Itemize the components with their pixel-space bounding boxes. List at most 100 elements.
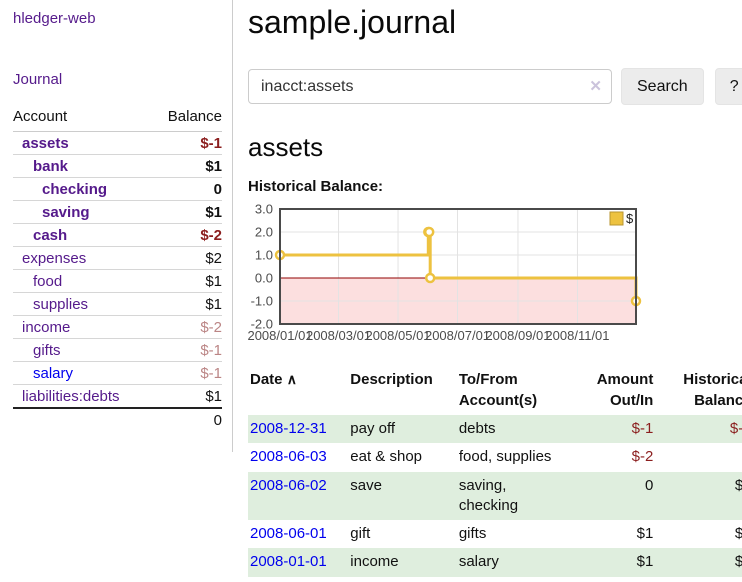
account-link-cash[interactable]: cash xyxy=(33,227,68,244)
account-balance: $-1 xyxy=(200,135,222,152)
transaction-date-link[interactable]: 2008-12-31 xyxy=(250,420,327,437)
search-bar: ✕ Search ? xyxy=(248,68,742,105)
account-row: income $-2 xyxy=(13,315,222,339)
transaction-description: income xyxy=(350,553,399,571)
account-row: expenses $2 xyxy=(13,246,222,270)
x-tick-label: 2008/07/01 xyxy=(425,328,490,343)
register-table: Date ∧ Description To/From Account(s) Am… xyxy=(248,366,742,577)
register-col-description: Description xyxy=(350,371,433,388)
account-row: gifts $-1 xyxy=(13,338,222,362)
account-link-assets[interactable]: assets xyxy=(22,135,69,152)
data-point-marker xyxy=(423,226,435,238)
account-balance: $1 xyxy=(151,384,222,408)
historical-balance-chart[interactable]: $3.0 2.0 1.0 0.0 -1.0 -2.0 2008/01/01 2008/03/0… xyxy=(247,201,648,349)
transaction-balance: $-1 xyxy=(729,420,742,437)
account-row: supplies $1 xyxy=(13,292,222,316)
account-row: assets $-1 xyxy=(13,132,222,155)
register-row: 2008-06-01 gift gifts $1 $2 xyxy=(248,520,742,548)
register-row: 2008-06-03 eat & shop food, supplies $-20 xyxy=(248,443,742,471)
account-balance: $2 xyxy=(151,246,222,270)
transaction-description: eat & shop xyxy=(350,448,422,466)
account-balance: 0 xyxy=(151,177,222,201)
account-link-expenses[interactable]: expenses xyxy=(22,250,87,267)
register-col-balance: Historical Balance xyxy=(683,371,742,409)
account-link-gifts[interactable]: gifts xyxy=(33,342,61,359)
account-row: liabilities:debts $1 xyxy=(13,384,222,408)
account-link-income[interactable]: income xyxy=(22,319,71,336)
transaction-accounts: saving, checking xyxy=(458,476,519,514)
transaction-description: save xyxy=(350,476,382,494)
account-balance: $1 xyxy=(151,200,222,224)
brand-link[interactable]: hledger-web xyxy=(13,10,96,27)
transaction-accounts: food, supplies xyxy=(458,448,552,466)
account-tree-header-row: Account Balance xyxy=(13,105,222,132)
register-col-amount: Amount Out/In xyxy=(596,371,654,409)
balance-column-header: Balance xyxy=(151,105,222,132)
account-row: cash $-2 xyxy=(13,223,222,247)
account-link-liabilities-debts[interactable]: liabilities:debts xyxy=(22,388,120,405)
data-point-marker xyxy=(424,272,436,284)
transaction-date-link[interactable]: 2008-06-02 xyxy=(250,476,327,494)
y-tick-label: -2.0 xyxy=(251,317,273,332)
register-body: 2008-12-31 pay off debts $-1 $-1 2008-06-03 ea… xyxy=(248,415,742,577)
transaction-accounts: gifts xyxy=(458,525,487,542)
transaction-accounts: debts xyxy=(458,420,496,437)
transaction-description: pay off xyxy=(350,420,396,437)
y-tick-label: 2.0 xyxy=(255,225,273,240)
account-link-checking[interactable]: checking xyxy=(42,181,108,198)
transaction-amount: $1 xyxy=(636,553,654,571)
transaction-description: gift xyxy=(350,525,371,542)
transaction-amount: $1 xyxy=(636,525,654,542)
account-link-bank[interactable]: bank xyxy=(33,158,69,175)
register-header-row: Date ∧ Description To/From Account(s) Am… xyxy=(248,366,742,415)
account-link-saving[interactable]: saving xyxy=(42,204,90,221)
account-row: checking 0 xyxy=(13,177,222,201)
transaction-balance: 0 xyxy=(655,443,742,471)
date-header-label: Date xyxy=(250,371,283,388)
account-row: food $1 xyxy=(13,269,222,293)
register-row: 2008-01-01 income salary $1 $1 xyxy=(248,548,742,577)
main-content: sample.journal ✕ Search ? assets Histori… xyxy=(233,0,742,577)
transaction-date-link[interactable]: 2008-06-01 xyxy=(250,525,327,542)
account-tree-body: assets $-1 bank $1 checking 0 saving $1 cash $-2 e… xyxy=(13,132,222,408)
help-button[interactable]: ? xyxy=(714,68,742,105)
y-tick-label: 0.0 xyxy=(255,271,273,286)
plot-border xyxy=(279,208,637,325)
account-balance: $-1 xyxy=(151,338,222,362)
transaction-balance: $2 xyxy=(734,476,742,494)
account-tree: Account Balance assets $-1 bank $1 checking 0… xyxy=(13,105,222,431)
transaction-amount: $-2 xyxy=(631,448,654,466)
search-button[interactable]: Search xyxy=(621,68,704,105)
account-link-salary[interactable]: salary xyxy=(33,365,74,382)
transaction-amount: $-1 xyxy=(631,420,654,437)
account-balance: $-2 xyxy=(151,223,222,247)
register-col-accounts: To/From Account(s) xyxy=(458,371,538,409)
legend-label: $ xyxy=(626,211,634,226)
account-link-food[interactable]: food xyxy=(33,273,63,290)
account-row: bank $1 xyxy=(13,154,222,178)
y-tick-label: 1.0 xyxy=(255,248,273,263)
register-col-date[interactable]: Date ∧ xyxy=(248,366,348,415)
sort-ascending-icon: ∧ xyxy=(286,371,297,387)
transaction-amount: 0 xyxy=(645,476,654,494)
sidebar-item-journal[interactable]: Journal xyxy=(13,71,63,88)
account-balance: $1 xyxy=(151,154,222,178)
clear-search-icon[interactable]: ✕ xyxy=(589,78,602,95)
total-balance: 0 xyxy=(151,407,222,431)
account-balance: $-1 xyxy=(151,361,222,385)
chart-title: Historical Balance: xyxy=(248,178,384,195)
x-tick-label: 2008/05/01 xyxy=(365,328,430,343)
transaction-date-link[interactable]: 2008-01-01 xyxy=(250,553,327,571)
legend-swatch xyxy=(609,211,624,226)
y-tick-label: 3.0 xyxy=(255,202,273,217)
account-link-supplies[interactable]: supplies xyxy=(33,296,89,313)
sidebar: hledger-web Journal Account Balance asse… xyxy=(0,0,233,452)
search-input[interactable] xyxy=(248,69,612,104)
y-tick-label: -1.0 xyxy=(251,294,273,309)
total-row: 0 xyxy=(13,407,222,431)
register-row: 2008-06-02 save saving, checking 0 $2 xyxy=(248,471,742,520)
transaction-date-link[interactable]: 2008-06-03 xyxy=(250,448,327,466)
chart-canvas[interactable]: $3.0 2.0 1.0 0.0 -1.0 -2.02008/01/012008/03/0… xyxy=(247,201,648,349)
account-balance: $-2 xyxy=(151,315,222,339)
